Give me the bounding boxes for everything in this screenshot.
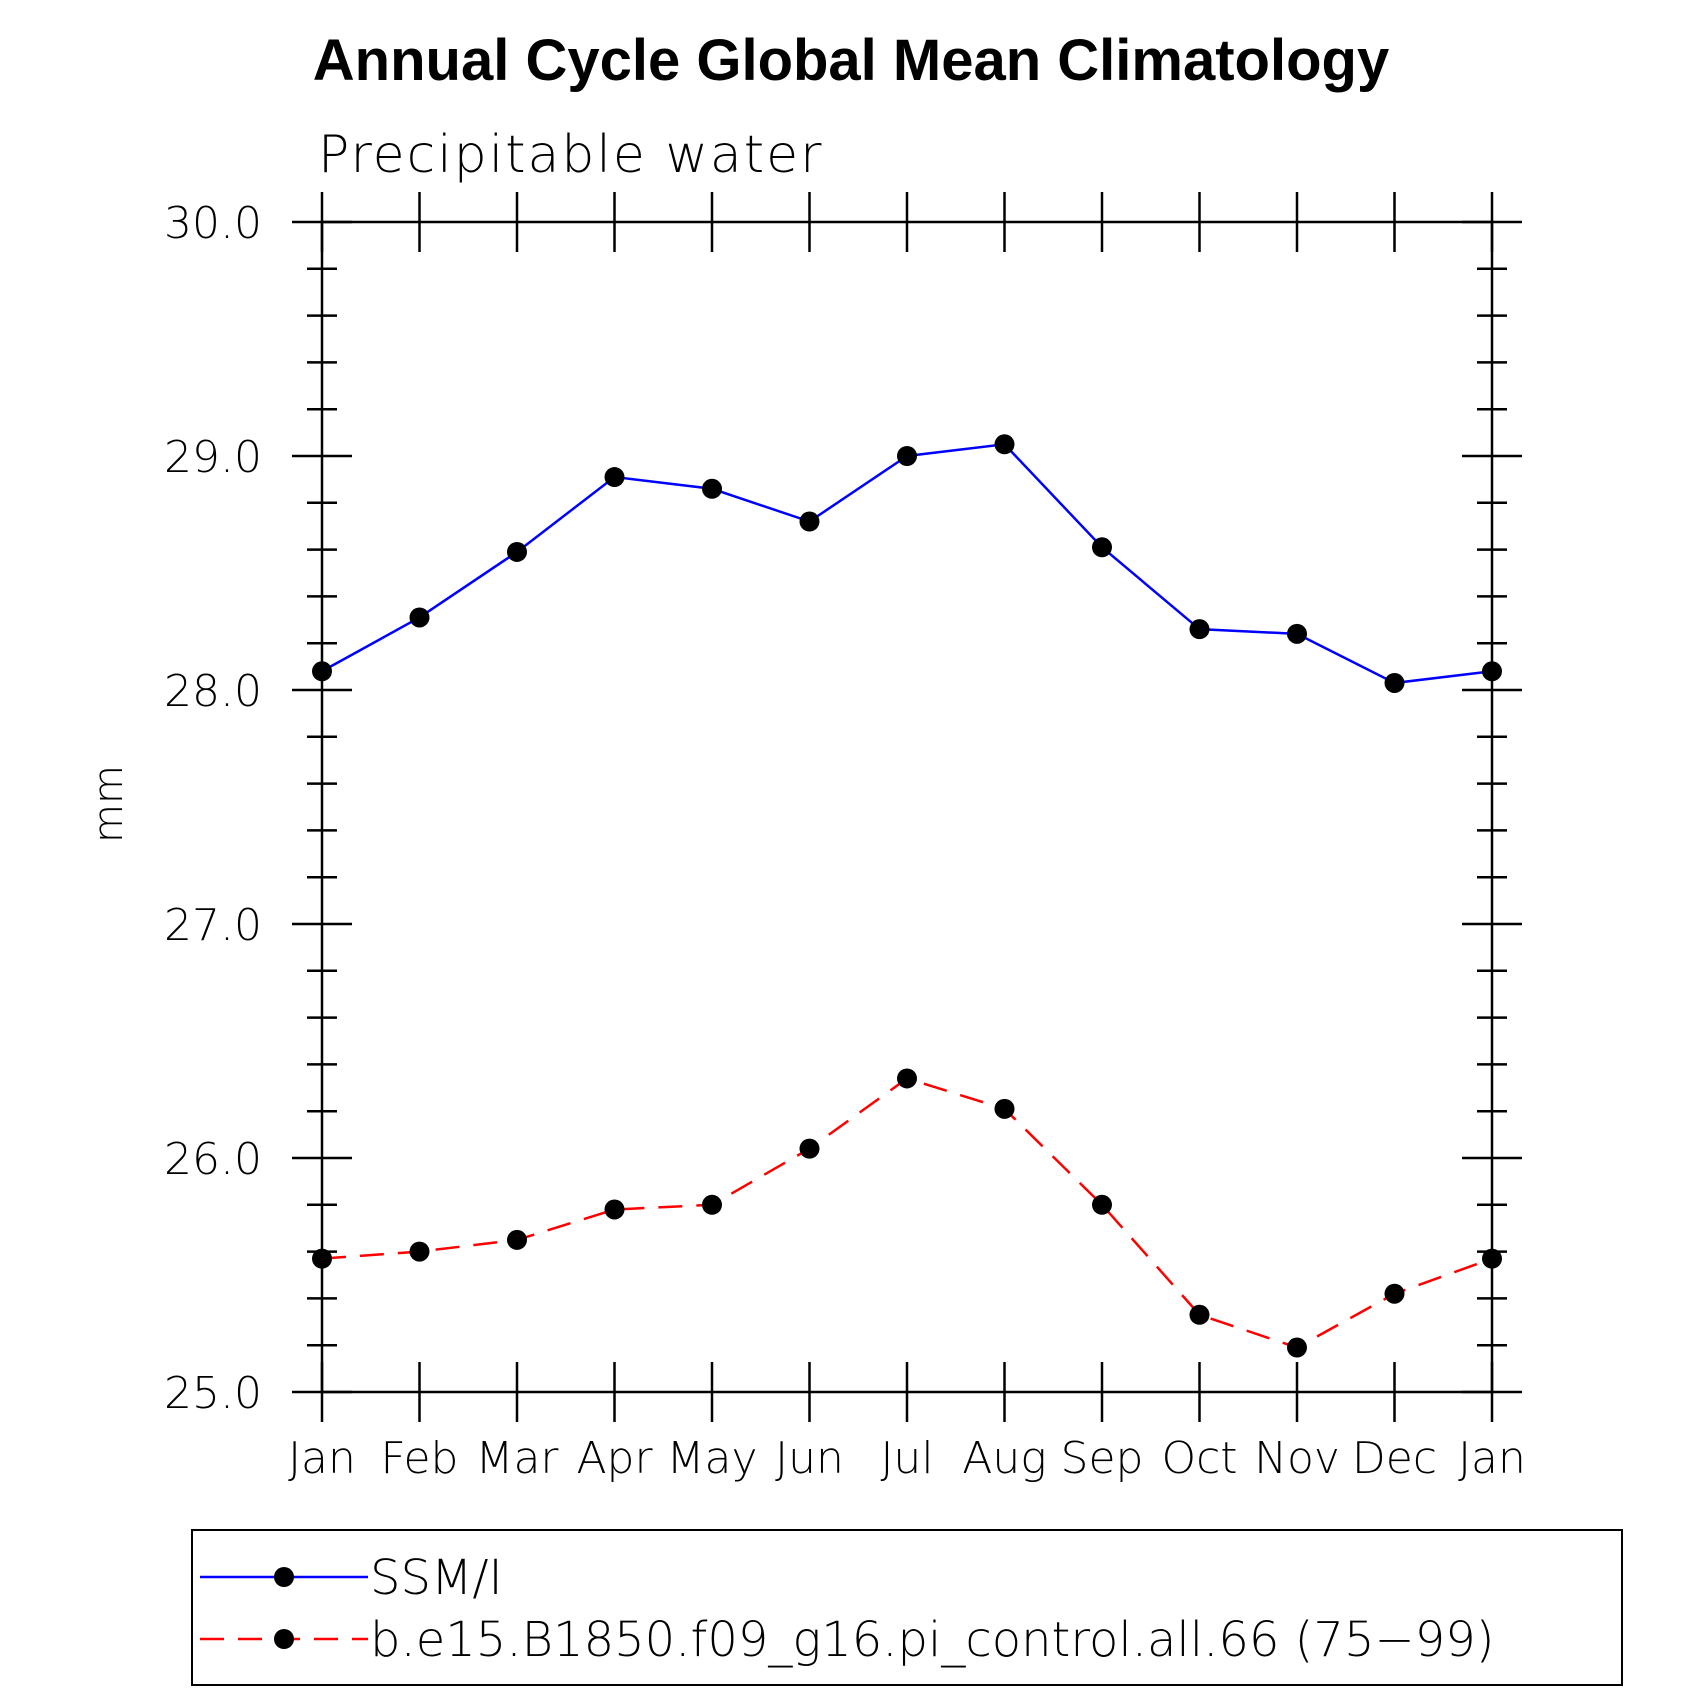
x-tick-label: Jan (1458, 1433, 1526, 1484)
x-tick-label: Jun (775, 1433, 844, 1484)
y-tick-label: 28.0 (164, 666, 262, 717)
data-point (507, 541, 527, 562)
data-point (1092, 537, 1112, 558)
data-point (994, 1098, 1015, 1119)
data-point (507, 1229, 527, 1250)
data-point (312, 1248, 332, 1269)
y-tick-label: 25.0 (164, 1368, 262, 1419)
plot-frame (320, 220, 1494, 1394)
legend: SSM/I b.e15.B1850.f09_g16.pi_control.all.… (200, 1550, 1495, 1668)
x-tick-label: Feb (381, 1433, 459, 1484)
legend-label-2: b.e15.B1850.f09_g16.pi_control.all.66 (7… (370, 1612, 1495, 1668)
legend-box (191, 1529, 1623, 1686)
data-point (409, 1241, 430, 1262)
x-tick-label: Apr (576, 1433, 653, 1484)
y-tick-label: 26.0 (164, 1134, 262, 1185)
legend-marker-1 (274, 1567, 294, 1587)
data-point (1189, 1304, 1210, 1325)
data-point (312, 661, 332, 682)
data-point (994, 434, 1015, 455)
data-point (1482, 661, 1502, 682)
series-line (321, 442, 1493, 685)
y-tick-labels: 25.0 26.0 27.0 28.0 29.0 30.0 (164, 198, 262, 1419)
data-point (897, 1068, 917, 1089)
x-tick-label: Oct (1161, 1433, 1237, 1484)
x-tick-label: Jul (880, 1433, 933, 1484)
data-point (1384, 1283, 1405, 1304)
data-point (604, 467, 625, 488)
series-1 (312, 434, 1502, 693)
data-point (799, 511, 820, 532)
y-tick-label: 29.0 (164, 432, 262, 483)
x-tick-label: Dec (1352, 1433, 1437, 1484)
data-point (1384, 672, 1405, 693)
series-layer (312, 434, 1502, 1358)
legend-marker-2 (274, 1629, 294, 1649)
series-2 (312, 1068, 1502, 1358)
x-tick-label: Aug (962, 1433, 1046, 1484)
y-tick-label: 30.0 (164, 198, 262, 249)
data-point (1092, 1194, 1112, 1215)
x-tick-label: Jan (288, 1433, 356, 1484)
x-tick-labels: Jan Feb Mar Apr May Jun Jul Aug Sep Oct Nov Dec Jan (288, 1433, 1526, 1484)
data-point (604, 1199, 625, 1220)
data-point (702, 478, 722, 499)
x-tick-label: Nov (1254, 1433, 1340, 1484)
x-tick-label: Mar (475, 1433, 559, 1484)
legend-label-1: SSM/I (370, 1550, 503, 1606)
data-point (702, 1194, 722, 1215)
data-point (897, 446, 917, 466)
data-point (1287, 623, 1307, 644)
chart-title: Annual Cycle Global Mean Climatology (313, 28, 1389, 93)
y-tick-label: 27.0 (164, 900, 262, 951)
x-tick-label: Sep (1061, 1433, 1144, 1484)
data-point (1482, 1248, 1502, 1269)
chart-subtitle: Precipitable water (318, 125, 824, 185)
axis-ticks (292, 192, 1522, 1422)
data-point (1287, 1337, 1307, 1358)
series-line (321, 1077, 1493, 1349)
data-point (1189, 619, 1210, 640)
x-tick-label: May (667, 1433, 758, 1484)
data-point (409, 607, 430, 628)
y-axis-label: mm (86, 765, 132, 843)
data-point (799, 1138, 820, 1159)
